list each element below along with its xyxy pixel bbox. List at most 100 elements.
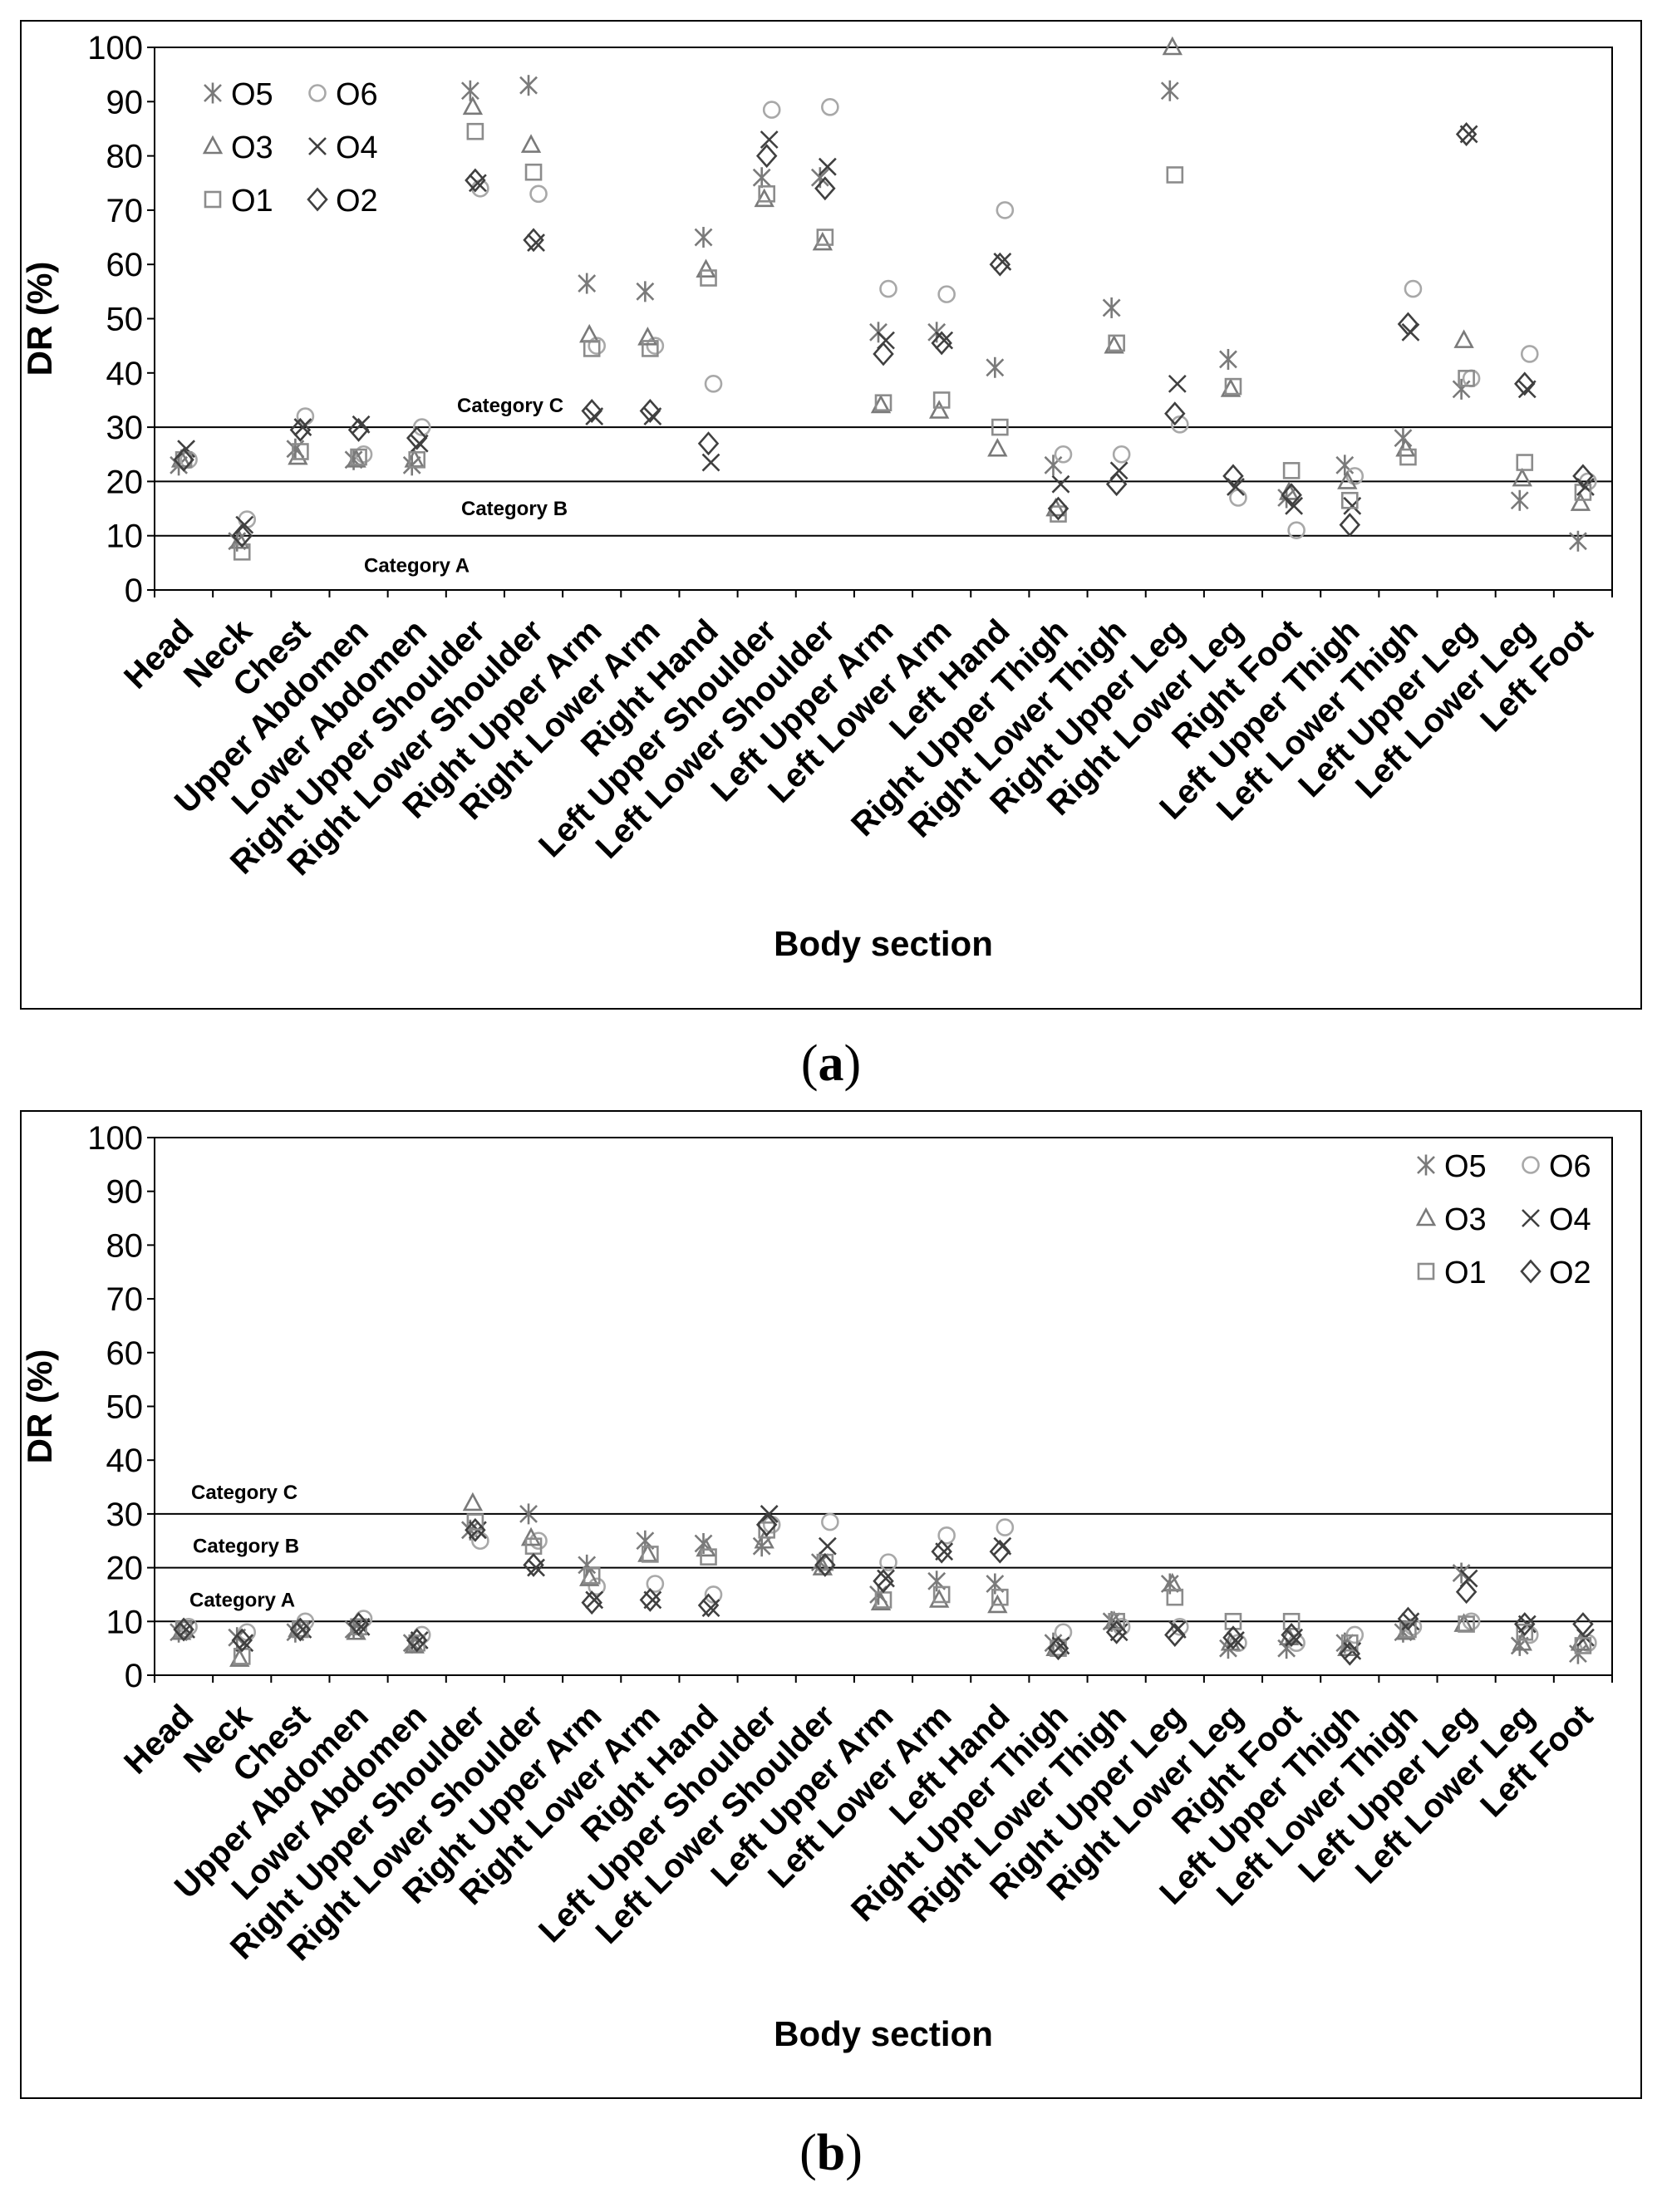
data-point xyxy=(1044,455,1063,476)
data-point xyxy=(754,1530,774,1549)
data-point xyxy=(932,1585,951,1604)
data-point xyxy=(696,258,716,278)
data-point xyxy=(937,1526,956,1545)
data-point xyxy=(1455,1580,1478,1605)
y-tick-label: 100 xyxy=(87,30,143,66)
data-point xyxy=(760,1504,779,1523)
legend-marker xyxy=(204,82,222,104)
data-point xyxy=(523,1552,544,1577)
data-point xyxy=(1054,445,1073,464)
y-tick-label: 90 xyxy=(106,1174,144,1211)
data-point xyxy=(1345,467,1365,485)
data-point xyxy=(1166,166,1184,184)
data-point xyxy=(462,96,484,116)
y-tick-label: 20 xyxy=(106,1551,144,1587)
data-point xyxy=(520,1526,542,1546)
data-point xyxy=(289,417,312,442)
y-axis-label: DR (%) xyxy=(20,1349,59,1464)
data-point xyxy=(1047,1636,1069,1661)
data-point xyxy=(289,1617,312,1642)
data-point xyxy=(1399,1620,1417,1639)
data-point xyxy=(1335,455,1355,476)
legend-label: O3 xyxy=(1444,1202,1487,1237)
data-point xyxy=(465,1517,486,1542)
y-tick-label: 30 xyxy=(106,410,144,446)
data-point xyxy=(814,1552,836,1577)
legend-label: O6 xyxy=(1549,1149,1591,1184)
category-label: Category B xyxy=(193,1536,299,1558)
y-tick-label: 20 xyxy=(106,464,144,500)
legend-item: O3 xyxy=(202,130,273,165)
data-point xyxy=(697,431,720,456)
data-point xyxy=(581,1590,602,1615)
legend-item: O4 xyxy=(308,130,378,165)
legend-label: O6 xyxy=(336,77,378,112)
data-point xyxy=(760,130,779,149)
panel-label-a-letter: a xyxy=(818,1035,844,1092)
data-point xyxy=(350,448,367,466)
chart-a-svg: 0102030405060708090100HeadNeckChestUpper… xyxy=(20,30,1613,963)
data-point xyxy=(646,1575,665,1593)
series-o4 xyxy=(177,125,1595,534)
data-point xyxy=(175,1620,193,1639)
data-point xyxy=(1397,312,1419,337)
x-category-label: Head xyxy=(117,1698,200,1781)
data-point xyxy=(292,1620,309,1639)
data-point xyxy=(696,1537,716,1557)
data-point xyxy=(1162,36,1183,56)
data-point xyxy=(874,394,892,412)
data-point xyxy=(931,331,952,356)
data-point xyxy=(1108,334,1125,352)
data-point xyxy=(818,157,837,176)
data-point xyxy=(588,1577,607,1596)
data-point xyxy=(704,375,723,393)
data-point xyxy=(519,1503,538,1525)
data-point xyxy=(1452,378,1471,400)
legend-item: O5 xyxy=(204,77,273,112)
data-point xyxy=(1282,462,1301,479)
data-point xyxy=(465,168,486,193)
data-point xyxy=(758,185,775,203)
data-point xyxy=(347,1612,370,1637)
data-point xyxy=(583,340,601,357)
y-tick-label: 70 xyxy=(106,193,144,229)
data-point xyxy=(758,1521,775,1539)
data-point xyxy=(1166,1588,1184,1606)
legend-item: O6 xyxy=(308,77,378,112)
data-point xyxy=(1516,454,1534,471)
panel-label-b: (b) xyxy=(748,2124,914,2183)
category-label: Category A xyxy=(364,555,470,578)
data-point xyxy=(1224,1612,1242,1630)
panel-label-b-close: ) xyxy=(845,2125,863,2181)
data-point xyxy=(1458,1615,1475,1633)
data-point xyxy=(1102,297,1121,318)
data-point xyxy=(1229,1634,1247,1652)
legend-item: O1 xyxy=(1417,1256,1487,1290)
data-point xyxy=(821,98,839,116)
data-point xyxy=(408,450,426,469)
legend-item: O5 xyxy=(1417,1149,1487,1184)
data-point xyxy=(402,455,421,476)
legend-marker xyxy=(308,137,327,155)
data-point xyxy=(991,418,1009,436)
data-point xyxy=(583,1567,601,1585)
data-point xyxy=(1282,1612,1301,1630)
data-point xyxy=(1397,1606,1419,1631)
data-point xyxy=(636,281,655,302)
data-point xyxy=(529,1531,548,1551)
x-axis-label: Body section xyxy=(774,2014,993,2053)
data-point xyxy=(1458,370,1475,387)
y-tick-label: 0 xyxy=(125,1658,143,1694)
legend-marker xyxy=(1415,1207,1437,1226)
data-point xyxy=(173,1617,194,1642)
data-point xyxy=(987,437,1008,457)
data-point xyxy=(1572,464,1594,489)
data-point xyxy=(578,1554,597,1575)
y-tick-label: 50 xyxy=(106,302,144,338)
data-point xyxy=(1337,470,1358,489)
data-point xyxy=(354,445,373,464)
data-point xyxy=(762,101,781,119)
data-point xyxy=(1222,1625,1244,1650)
legend-marker xyxy=(1522,1156,1540,1174)
data-point xyxy=(694,227,713,248)
